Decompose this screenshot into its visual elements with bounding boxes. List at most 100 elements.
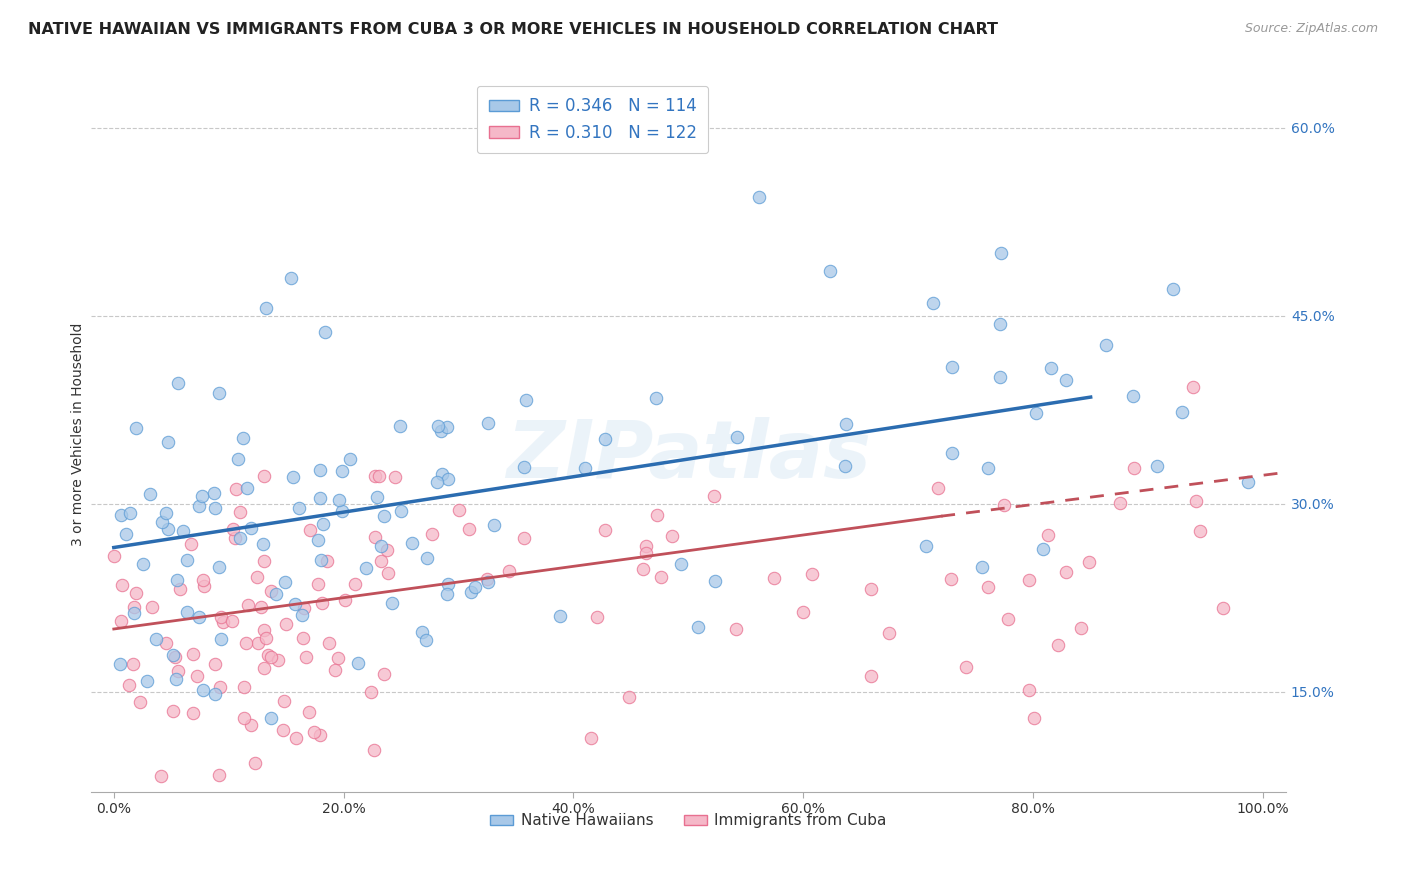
Point xyxy=(229,531,252,545)
Point xyxy=(703,574,725,588)
Point xyxy=(763,571,786,585)
Point xyxy=(181,706,204,720)
Point xyxy=(1185,493,1208,508)
Point xyxy=(1237,475,1260,489)
Point xyxy=(169,582,191,596)
Point xyxy=(129,695,152,709)
Point xyxy=(295,650,318,665)
Point xyxy=(307,533,329,548)
Point xyxy=(111,578,134,592)
Point xyxy=(513,459,536,474)
Point xyxy=(703,489,725,503)
Point xyxy=(176,605,198,619)
Point xyxy=(1022,711,1045,725)
Point xyxy=(1018,683,1040,698)
Point xyxy=(314,325,336,339)
Point xyxy=(243,756,266,770)
Point xyxy=(593,432,616,446)
Point xyxy=(585,610,607,624)
Point xyxy=(124,600,146,615)
Point xyxy=(401,535,423,549)
Point xyxy=(977,460,1000,475)
Point xyxy=(727,429,749,443)
Point xyxy=(330,504,353,518)
Point xyxy=(328,493,350,508)
Point xyxy=(579,731,602,745)
Point xyxy=(172,524,194,538)
Point xyxy=(993,498,1015,512)
Point xyxy=(298,705,321,719)
Point xyxy=(165,650,187,665)
Point xyxy=(339,451,361,466)
Point xyxy=(1036,528,1059,542)
Point xyxy=(253,469,276,483)
Point xyxy=(264,587,287,601)
Point xyxy=(724,622,747,636)
Point xyxy=(997,612,1019,626)
Point xyxy=(291,632,314,646)
Point xyxy=(246,636,269,650)
Point xyxy=(145,632,167,647)
Point xyxy=(801,566,824,581)
Point xyxy=(426,475,449,489)
Point xyxy=(1161,282,1184,296)
Point xyxy=(302,725,325,739)
Point xyxy=(818,263,841,277)
Point xyxy=(574,461,596,475)
Point xyxy=(595,524,617,538)
Point xyxy=(477,575,499,590)
Point xyxy=(191,489,214,503)
Point xyxy=(125,421,148,435)
Point xyxy=(108,657,131,671)
Point xyxy=(650,570,672,584)
Point xyxy=(284,597,307,611)
Point xyxy=(515,392,537,407)
Point xyxy=(384,469,406,483)
Point xyxy=(447,503,470,517)
Point xyxy=(381,596,404,610)
Point xyxy=(252,537,274,551)
Point xyxy=(232,432,254,446)
Point xyxy=(330,464,353,478)
Point xyxy=(309,462,332,476)
Y-axis label: 3 or more Vehicles in Household: 3 or more Vehicles in Household xyxy=(72,323,86,547)
Point xyxy=(1070,621,1092,635)
Point xyxy=(292,601,315,615)
Point xyxy=(155,636,177,650)
Point xyxy=(202,486,225,500)
Point xyxy=(273,574,295,589)
Point xyxy=(1046,639,1069,653)
Point xyxy=(377,566,399,581)
Point xyxy=(253,661,276,675)
Point xyxy=(187,610,209,624)
Point xyxy=(110,615,132,629)
Point xyxy=(240,521,263,535)
Point xyxy=(188,499,211,513)
Point xyxy=(288,500,311,515)
Point xyxy=(232,680,254,694)
Point xyxy=(191,573,214,587)
Point xyxy=(239,717,262,731)
Point xyxy=(260,711,283,725)
Point xyxy=(430,467,453,481)
Point xyxy=(661,529,683,543)
Point xyxy=(389,418,412,433)
Point xyxy=(1109,496,1132,510)
Point xyxy=(149,769,172,783)
Point xyxy=(114,527,136,541)
Point xyxy=(939,572,962,586)
Point xyxy=(360,685,382,699)
Point xyxy=(254,631,277,645)
Point xyxy=(166,673,188,687)
Point xyxy=(333,592,356,607)
Point xyxy=(1182,380,1205,394)
Point xyxy=(229,504,252,518)
Point xyxy=(354,561,377,575)
Point xyxy=(436,419,458,434)
Point xyxy=(879,626,901,640)
Legend: Native Hawaiians, Immigrants from Cuba: Native Hawaiians, Immigrants from Cuba xyxy=(484,807,893,834)
Point xyxy=(122,606,145,620)
Point xyxy=(238,598,260,612)
Point xyxy=(226,452,249,467)
Point xyxy=(204,687,226,701)
